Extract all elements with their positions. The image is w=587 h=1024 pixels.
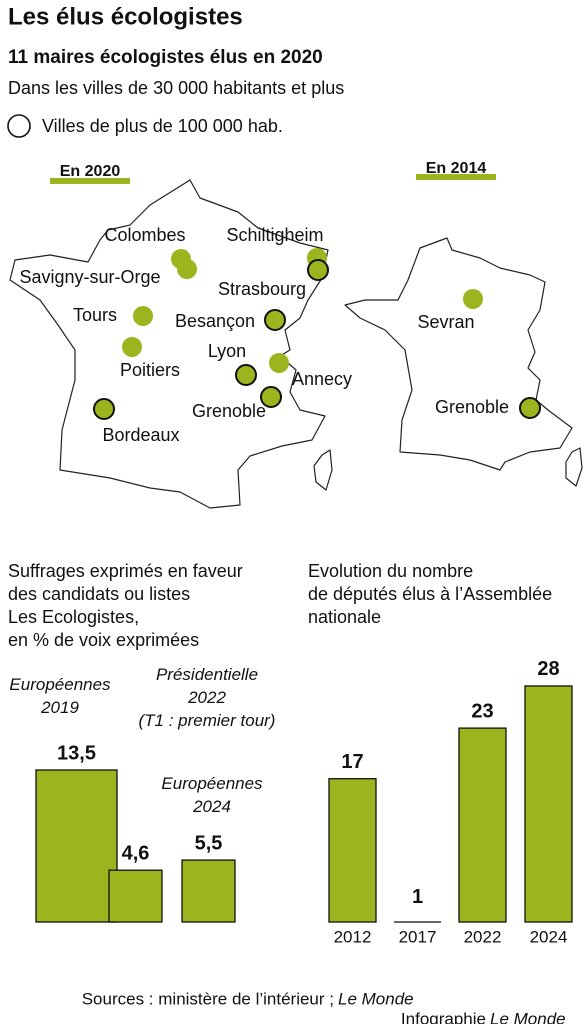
city-label: Colombes — [104, 225, 185, 245]
city-dot — [177, 259, 197, 279]
city-dot — [264, 309, 286, 331]
city-dot — [269, 353, 289, 373]
city-label: Strasbourg — [218, 279, 306, 299]
value-label: 23 — [471, 700, 493, 722]
bar — [328, 778, 377, 923]
city-label: Savigny-sur-Orge — [19, 267, 160, 287]
city-label: Tours — [73, 305, 117, 325]
city-dot — [463, 289, 483, 309]
legend-symbol — [7, 114, 31, 138]
title: Les élus écologistes — [8, 3, 243, 30]
city-label: Poitiers — [120, 360, 180, 380]
bar — [524, 685, 573, 923]
value-label: 5,5 — [195, 832, 223, 854]
chart-title: de députés élus à l’Assemblée — [308, 584, 552, 604]
value-label: 13,5 — [57, 742, 96, 764]
sources: Sources : ministère de l’intérieur ; — [82, 989, 334, 1008]
city-dot — [235, 364, 257, 386]
category-label: 2024 — [530, 927, 568, 946]
chart-title: Les Ecologistes, — [8, 607, 139, 627]
city-dot — [122, 337, 142, 357]
city-label: Besançon — [175, 311, 255, 331]
chart-title: en % de voix exprimées — [8, 630, 199, 650]
bar — [458, 727, 507, 923]
bar — [35, 769, 118, 923]
map-label-underline — [416, 174, 496, 180]
city-dot — [260, 386, 282, 408]
map-label-underline — [50, 178, 130, 184]
map-corsica-2014 — [565, 447, 583, 487]
city-label: Grenoble — [192, 401, 266, 421]
category-label: 2022 — [464, 927, 502, 946]
category-label: Présidentielle 2022 (T1 : premier tour) — [139, 665, 276, 730]
city-label: Lyon — [208, 341, 246, 361]
legend: Villes de plus de 100 000 hab. — [42, 116, 283, 136]
city-dot — [93, 398, 115, 420]
city-dot — [519, 397, 541, 419]
category-label: 2012 — [334, 927, 372, 946]
map-label: En 2020 — [60, 163, 121, 180]
chart-title: Evolution du nombre — [308, 561, 473, 581]
city-label: Annecy — [292, 369, 352, 389]
value-label: 28 — [537, 658, 559, 680]
map-corsica-2020 — [313, 449, 333, 491]
value-label: 17 — [341, 751, 363, 773]
city-label: Schiltigheim — [226, 225, 323, 245]
subtitle: 11 maires écologistes élus en 2020 — [8, 47, 323, 68]
category-label: Européennes 2024 — [161, 774, 263, 816]
value-label: 4,6 — [122, 842, 150, 864]
bar — [108, 869, 163, 923]
city-label: Sevran — [417, 312, 474, 332]
chart-title: des candidats ou listes — [8, 584, 190, 604]
map-label: En 2014 — [426, 160, 487, 177]
chart-title: nationale — [308, 607, 381, 627]
city-label: Bordeaux — [102, 425, 179, 445]
city-dot — [133, 306, 153, 326]
value-label: 1 — [412, 886, 423, 908]
category-label: 2017 — [399, 927, 437, 946]
note: Dans les villes de 30 000 habitants et p… — [8, 78, 344, 98]
category-label: Européennes 2019 — [9, 675, 111, 717]
bar — [181, 859, 236, 923]
sources-italic: Le Monde — [338, 989, 414, 1008]
map-france-2014 — [344, 237, 573, 471]
credit-italic: Le Monde — [490, 1009, 566, 1024]
credit: Infographie — [401, 1009, 486, 1024]
chart-title: Suffrages exprimés en faveur — [8, 561, 243, 581]
city-label: Grenoble — [435, 397, 509, 417]
city-dot — [307, 259, 329, 281]
